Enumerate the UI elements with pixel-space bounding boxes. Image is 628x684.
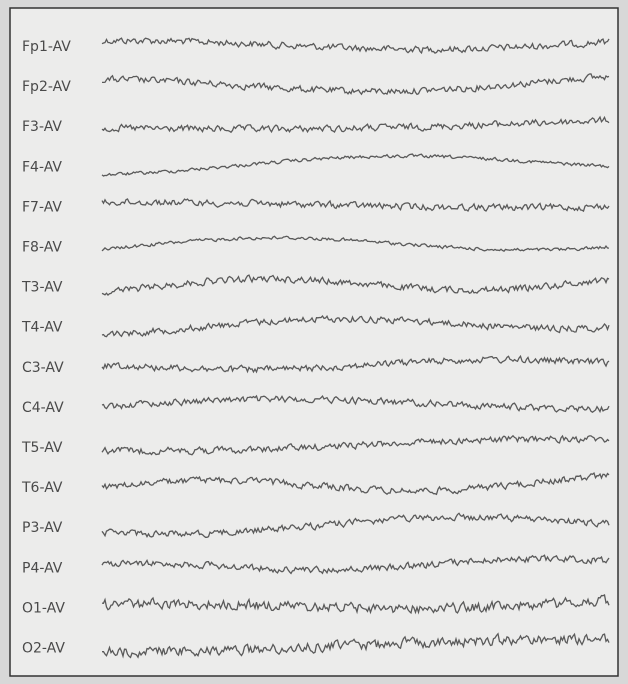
figure-frame xyxy=(10,8,618,676)
channel-label: P3-AV xyxy=(22,520,63,536)
channel-label: Fp1-AV xyxy=(22,39,71,55)
eeg-figure: Fp1-AV Fp2-AV F3-AV F4-AV F7-AV F8-AV T3-AV T4-… xyxy=(0,0,628,684)
channel-label: F7-AV xyxy=(22,199,62,215)
channel-label: T5-AV xyxy=(21,440,63,456)
channel-label: C4-AV xyxy=(22,400,64,416)
channel-label: F8-AV xyxy=(22,240,62,256)
page: Fp1-AV Fp2-AV F3-AV F4-AV F7-AV F8-AV T3-AV T4-… xyxy=(0,0,628,684)
channel-label: Fp2-AV xyxy=(22,79,71,95)
channel-label: F3-AV xyxy=(22,119,62,135)
channel-label: O2-AV xyxy=(22,641,65,657)
channel-label: F4-AV xyxy=(22,159,62,175)
channel-label: O1-AV xyxy=(22,600,65,616)
channel-label: P4-AV xyxy=(22,560,63,576)
channel-label: T4-AV xyxy=(21,320,63,336)
channel-label: T3-AV xyxy=(21,280,63,296)
channel-label: C3-AV xyxy=(22,360,64,376)
channel-label: T6-AV xyxy=(21,480,63,496)
